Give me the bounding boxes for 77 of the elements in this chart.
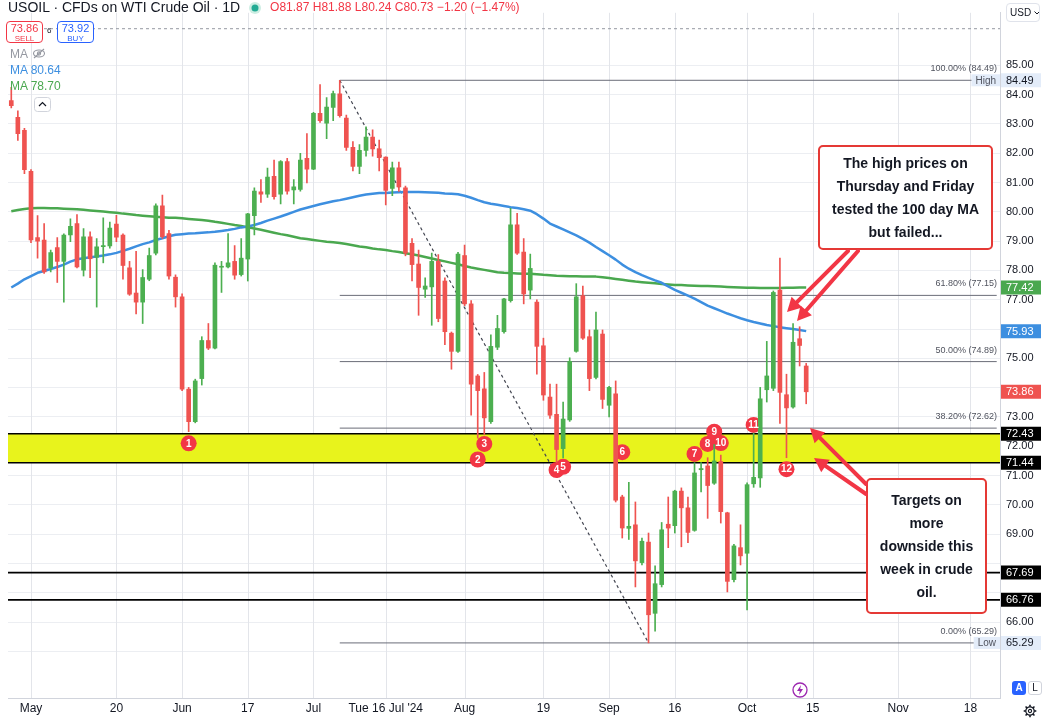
- x-tick-label: Oct: [737, 700, 758, 715]
- annotation: 12: [780, 463, 793, 475]
- chart-title: USOIL · CFDs on WTI Crude Oil · 1D: [8, 0, 241, 15]
- y-tick-label: 71.00: [1006, 468, 1034, 481]
- y-tick-label: 78.00: [1006, 263, 1034, 276]
- text: 77.42: [1006, 280, 1034, 293]
- text: A: [1015, 682, 1023, 693]
- x-tick-label: 17: [241, 700, 255, 715]
- x-tick-label: Aug: [453, 700, 476, 715]
- candlestick: [626, 482, 632, 540]
- annotation: 73.92: [61, 22, 90, 34]
- annotation: The high prices on Thursday and Friday tested the 100 day MA but failed...: [830, 153, 981, 242]
- x-tick-label: Jul: [305, 700, 322, 715]
- annotation: 8: [704, 438, 711, 450]
- y-tick-label: 81.00: [1006, 175, 1034, 188]
- annotation: Targets on more downside this week in crude oil.: [878, 490, 975, 602]
- text: 65.29: [1006, 636, 1034, 649]
- y-tick-label: 79.00: [1006, 234, 1034, 247]
- x-tick-label: 20: [109, 700, 124, 715]
- annotation: 50.00% (74.89): [935, 344, 997, 355]
- x-tick-label: 16: [668, 700, 682, 715]
- annotation: 10: [715, 437, 727, 449]
- x-tick-label: Tue 16 Jul '24: [348, 700, 424, 715]
- y-tick-label: 73.00: [1006, 410, 1034, 423]
- candlestick: [665, 496, 671, 549]
- annotation: 6: [47, 26, 52, 35]
- annotation: 61.80% (77.15): [935, 278, 997, 289]
- annotation: MA 78.70: [10, 79, 61, 93]
- annotation: 3: [481, 438, 488, 450]
- annotation: 2: [474, 453, 481, 465]
- annotation: 9: [711, 425, 718, 437]
- y-tick-label: 75.00: [1006, 351, 1034, 364]
- x-tick-label: Jun: [172, 700, 192, 715]
- y-tick-label: 77.00: [1006, 292, 1034, 305]
- annotation: 6: [619, 446, 626, 458]
- chart-subtitle: O81.87 H81.88 L80.24 C80.73 −1.20 (−1.47%): [270, 0, 520, 15]
- x-tick-label: 19: [536, 700, 551, 715]
- annotation: 0.00% (65.29): [940, 625, 997, 636]
- text: 84.49: [1006, 73, 1034, 86]
- annotation: 4: [553, 464, 560, 476]
- y-tick-label: 70.00: [1006, 497, 1034, 510]
- annotation: MA: [10, 47, 28, 61]
- annotation: 1: [185, 437, 192, 449]
- y-tick-label: 85.00: [1006, 58, 1034, 71]
- candlestick: [764, 341, 770, 403]
- text: USD: [1010, 6, 1032, 20]
- annotation: BUY: [67, 34, 84, 43]
- annotation: SELL: [14, 34, 35, 43]
- x-tick-label: May: [19, 700, 43, 715]
- annotation: 73.86: [10, 22, 39, 34]
- annotation: 38.20% (72.62): [935, 411, 997, 422]
- ref-line-label: 71.44: [1006, 456, 1034, 469]
- ref-line-label: 66.76: [1006, 593, 1034, 606]
- x-tick-label: Sep: [598, 700, 621, 715]
- annotation: 5: [560, 461, 567, 473]
- candlestick: [94, 238, 100, 308]
- y-tick-label: 80.00: [1006, 204, 1034, 217]
- annotation: High: [975, 74, 997, 86]
- annotation: MA 80.64: [10, 63, 61, 77]
- x-tick-label: 15: [806, 700, 820, 715]
- candlestick: [475, 374, 481, 439]
- y-tick-label: 72.00: [1006, 439, 1034, 452]
- y-tick-label: 66.00: [1006, 615, 1034, 628]
- y-tick-label: 69.00: [1006, 527, 1034, 540]
- annotation: Low: [977, 637, 997, 649]
- x-tick-label: 18: [963, 700, 978, 715]
- text: 73.86: [1006, 385, 1034, 398]
- text: 75.93: [1006, 324, 1034, 337]
- y-tick-label: 83.00: [1006, 116, 1034, 129]
- y-tick-label: 84.00: [1006, 87, 1034, 100]
- ref-line-label: 72.43: [1006, 427, 1034, 440]
- annotation: 100.00% (84.49): [930, 63, 997, 74]
- ref-line-label: 67.69: [1006, 566, 1034, 579]
- text: L: [1032, 682, 1038, 693]
- x-tick-label: Nov: [887, 700, 909, 715]
- annotation: 7: [691, 448, 698, 460]
- y-tick-label: 82.00: [1006, 146, 1034, 159]
